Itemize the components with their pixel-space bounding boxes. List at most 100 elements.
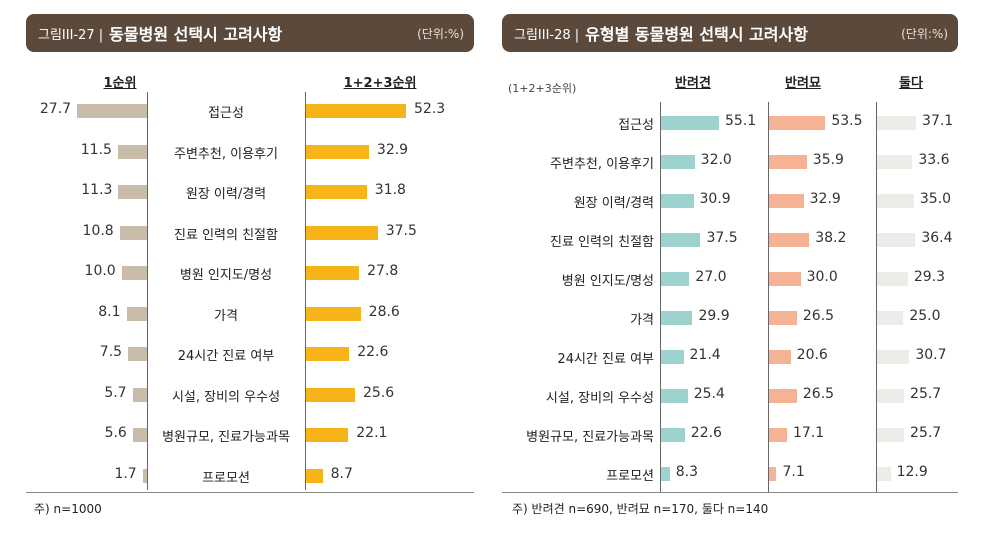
chart2-value-cat: 35.9 — [812, 152, 844, 168]
chart1-category-label: 진료 인력의 친절함 — [174, 227, 278, 243]
chart2-value-cat: 26.5 — [802, 308, 835, 324]
chart2-subtitle: (1+2+3순위) — [508, 82, 577, 95]
chart2-value-both: 36.4 — [921, 230, 953, 246]
chart2-category-label: 주변추천, 이용후기 — [550, 157, 654, 172]
chart1-category-label: 병원 인지도/명성 — [179, 268, 273, 283]
chart1-value-rank123: 28.6 — [368, 303, 400, 320]
chart1-bar-rank1 — [126, 306, 147, 321]
chart2-category-label: 가격 — [630, 313, 654, 328]
chart1-value-rank1: 7.5 — [99, 344, 123, 360]
chart1-bar-rank123 — [306, 387, 355, 402]
chart1-bar-rank123 — [306, 144, 369, 159]
chart1-legend-rank1: 1순위 — [103, 76, 137, 91]
chart2-bar-both — [877, 116, 917, 130]
chart1-bar-rank1 — [117, 144, 147, 159]
chart2-bar-both — [877, 233, 916, 247]
chart2-value-dog: 32.0 — [700, 152, 732, 168]
chart2-unit: (단위:%) — [901, 26, 948, 41]
chart2-bar-dog — [661, 233, 701, 247]
chart2-value-cat: 32.9 — [809, 191, 841, 207]
chart1-value-rank123: 32.9 — [376, 141, 409, 158]
chart1-value-rank123: 8.7 — [330, 465, 353, 482]
chart1-category-label: 24시간 진료 여부 — [177, 349, 275, 364]
chart2-value-cat: 38.2 — [815, 230, 847, 246]
chart2-legend-cat: 반려묘 — [785, 76, 821, 91]
chart1-category-label: 가격 — [214, 308, 238, 324]
chart2-value-cat: 30.0 — [806, 269, 838, 285]
chart1-header: 그림III-27 | 동물병원 선택시 고려사항 (단위:%) — [26, 14, 474, 52]
chart2-value-dog: 22.6 — [690, 425, 722, 441]
chart2-value-both: 25.7 — [910, 386, 942, 402]
chart1-bar-rank1 — [77, 104, 147, 118]
chart1-bar-rank1 — [132, 387, 147, 402]
chart1-bar-rank123 — [306, 104, 406, 118]
chart2-bar-cat — [769, 389, 797, 403]
chart2-bar-both — [877, 428, 905, 442]
chart1-value-rank1: 10.0 — [84, 263, 116, 279]
chart2-bar-both — [877, 389, 905, 403]
chart2-value-dog: 30.9 — [699, 191, 731, 207]
chart2-figure-label: 그림III-28 | — [514, 27, 580, 43]
chart2-category-label: 원장 이력/경력 — [573, 196, 654, 211]
chart2-value-cat: 7.1 — [782, 464, 805, 480]
chart2-category-label: 24시간 진료 여부 — [557, 352, 654, 367]
chart1-bar-rank1 — [121, 266, 147, 280]
chart2-bar-dog — [661, 272, 690, 286]
chart2-bar-dog — [661, 311, 693, 325]
chart2-bar-cat — [769, 194, 804, 208]
chart2-title: 유형별 동물병원 선택시 고려사항 — [585, 25, 808, 44]
chart2-bar-cat — [769, 311, 797, 325]
chart2-value-cat: 20.6 — [796, 347, 828, 363]
chart2-value-both: 12.9 — [896, 464, 928, 480]
chart1-bottom-rule — [26, 492, 474, 493]
chart2-value-both: 35.0 — [919, 191, 951, 207]
chart2-value-both: 33.6 — [918, 152, 950, 168]
chart2-value-cat: 53.5 — [831, 113, 863, 129]
chart2-bar-dog — [661, 116, 719, 130]
chart2-bar-cat — [769, 155, 807, 169]
chart1-value-rank1: 11.5 — [80, 141, 112, 158]
chart1-category-label: 주변추천, 이용후기 — [174, 146, 278, 162]
chart1-bar-rank123 — [306, 468, 323, 483]
chart1-value-rank123: 52.3 — [414, 101, 446, 117]
chart1-note: 주) n=1000 — [34, 502, 102, 516]
chart2-bar-both — [877, 467, 891, 481]
chart1-value-rank123: 37.5 — [385, 222, 417, 239]
chart1-value-rank123: 27.8 — [367, 263, 399, 279]
chart2-value-dog: 25.4 — [693, 386, 725, 402]
chart2-axis-dog — [660, 102, 661, 492]
chart2-value-dog: 29.9 — [698, 308, 730, 324]
chart2-bar-dog — [661, 194, 694, 208]
chart1-value-rank123: 25.6 — [362, 384, 395, 401]
chart2-bar-cat — [769, 350, 791, 364]
chart2-note: 주) 반려견 n=690, 반려묘 n=170, 둘다 n=140 — [512, 502, 769, 516]
chart2-legend-both: 둘다 — [899, 76, 923, 91]
chart2-value-cat: 26.5 — [802, 386, 835, 402]
chart2-category-label: 시설, 장비의 우수성 — [545, 391, 654, 406]
chart2-bar-both — [877, 311, 904, 325]
chart1-category-label: 프로모션 — [202, 470, 250, 486]
chart2-bar-both — [877, 194, 914, 208]
chart1-axis-left — [147, 92, 148, 490]
chart2-value-dog: 8.3 — [675, 464, 698, 480]
chart2-bar-cat — [769, 272, 801, 286]
chart2-value-both: 37.1 — [922, 113, 954, 129]
chart2-bar-dog — [661, 155, 695, 169]
chart1-bar-rank123 — [306, 185, 367, 199]
chart1-value-rank123: 22.1 — [356, 425, 388, 441]
chart1-value-rank123: 22.6 — [357, 344, 389, 360]
chart2-value-both: 30.7 — [915, 347, 947, 363]
chart2-header: 그림III-28 | 유형별 동물병원 선택시 고려사항 (단위:%) — [502, 14, 958, 52]
chart1-category-label: 접근성 — [208, 106, 244, 121]
chart2-value-both: 29.3 — [913, 269, 945, 285]
chart2-bar-both — [877, 350, 910, 364]
chart2-category-label: 병원규모, 진료가능과목 — [526, 430, 654, 445]
chart1-axis-right — [305, 92, 306, 490]
chart2-bottom-rule — [502, 492, 958, 493]
chart2-bar-both — [877, 272, 908, 286]
chart1-title: 동물병원 선택시 고려사항 — [109, 25, 283, 44]
chart2-bar-dog — [661, 350, 684, 364]
chart2-bar-cat — [769, 428, 787, 442]
chart1-value-rank1: 5.7 — [104, 384, 127, 401]
chart1-value-rank1: 10.8 — [82, 222, 114, 239]
